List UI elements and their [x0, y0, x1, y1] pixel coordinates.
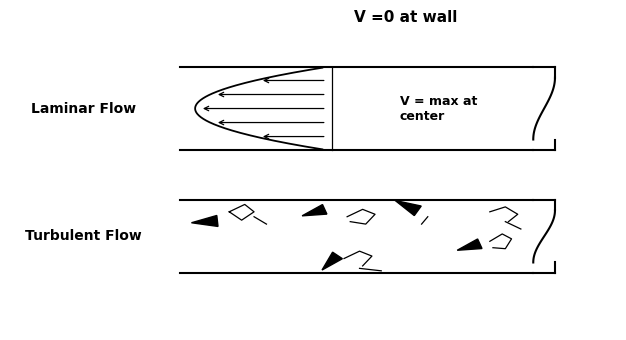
Polygon shape: [192, 216, 218, 226]
Polygon shape: [322, 252, 342, 270]
Polygon shape: [302, 205, 327, 216]
Text: Laminar Flow: Laminar Flow: [31, 102, 136, 116]
Polygon shape: [395, 201, 421, 216]
Text: Turbulent Flow: Turbulent Flow: [25, 230, 142, 243]
Text: V = max at
center: V = max at center: [400, 95, 477, 122]
Text: V =0 at wall: V =0 at wall: [354, 10, 458, 25]
Polygon shape: [457, 239, 482, 250]
